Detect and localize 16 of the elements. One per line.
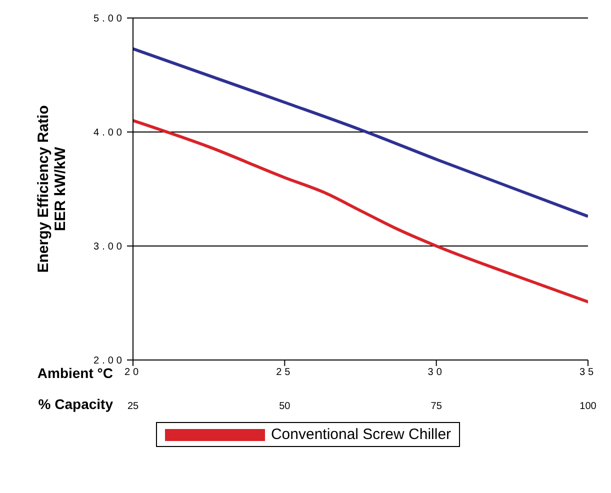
- y-axis-title: Energy Efficiency Ratio EER kW/kW: [35, 105, 69, 273]
- x-tick-label: 35: [579, 367, 597, 378]
- x2-tick-label: 50: [279, 401, 291, 412]
- x-tick-label: 30: [428, 367, 445, 378]
- x2-tick-label: 25: [127, 401, 139, 412]
- x2-axis-title: % Capacity: [38, 396, 114, 412]
- x-tick-label: 25: [276, 367, 294, 378]
- x-axis-title: Ambient °C: [37, 365, 113, 381]
- text: Conventional Screw Chiller: [270, 426, 452, 443]
- x2-tick-label: 75: [430, 401, 442, 412]
- x2-tick-label: 100: [580, 401, 597, 412]
- y-tick-label: 4.00: [94, 128, 125, 139]
- y-tick-label: 5.00: [94, 14, 125, 25]
- x-tick-label: 20: [124, 367, 142, 378]
- y-tick-label: 3.00: [94, 242, 125, 253]
- y-tick-label: 2.00: [94, 356, 125, 367]
